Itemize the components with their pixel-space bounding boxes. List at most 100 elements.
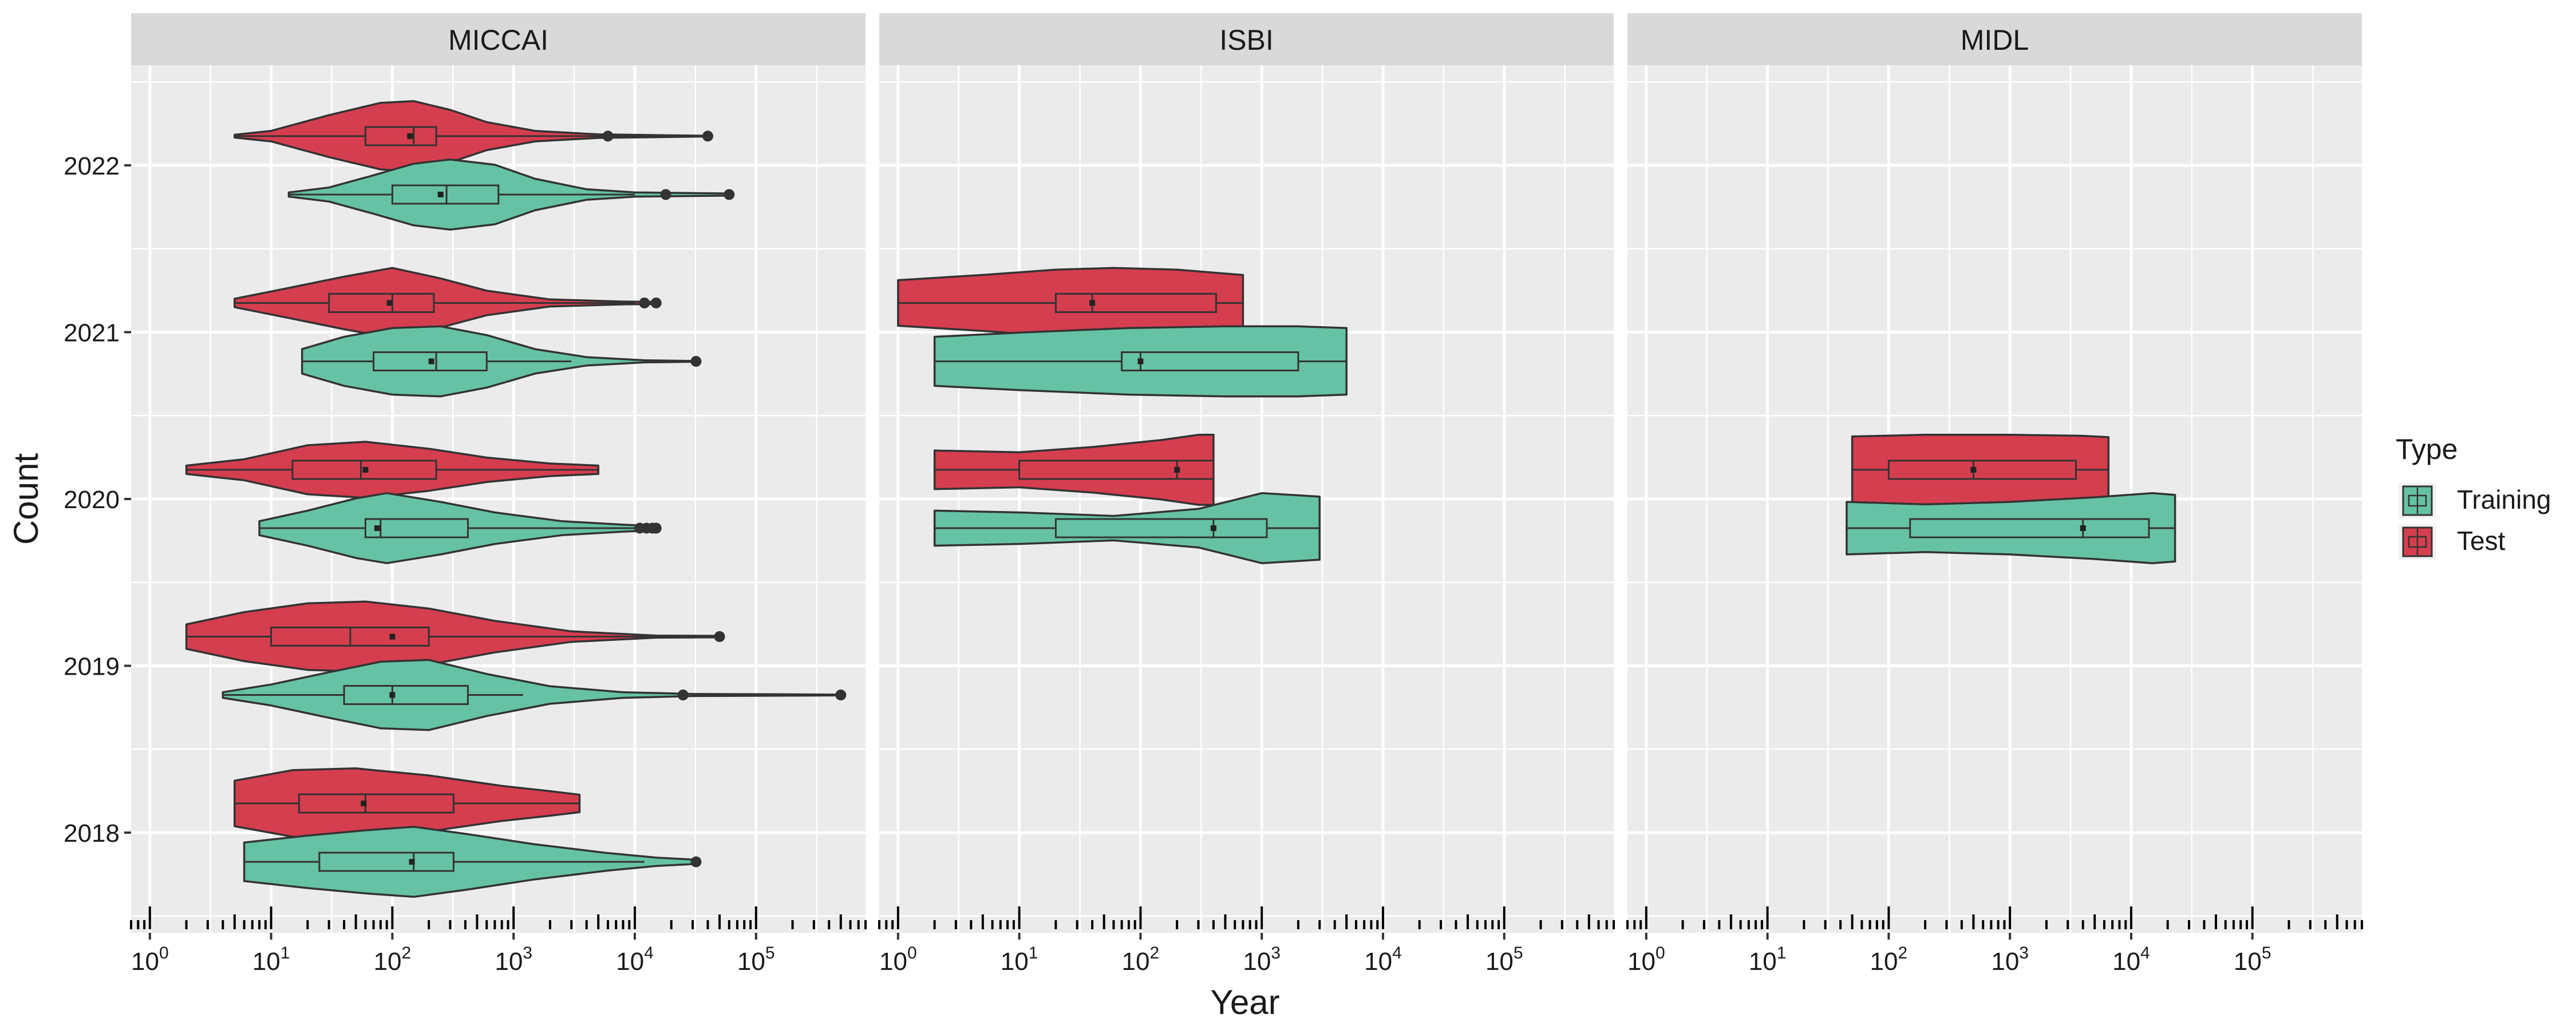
violins (185, 100, 847, 898)
violin-test-2020 (185, 441, 599, 499)
box (343, 685, 469, 706)
outlier-point (650, 297, 662, 308)
x-tick-label: 100 (879, 944, 917, 976)
legend-label: Test (2457, 526, 2506, 556)
mean-point (1089, 300, 1096, 306)
y-axis: 2018 2019 2020 2021 2022 (64, 152, 131, 847)
outlier-point (660, 189, 671, 200)
mean-point (1210, 525, 1216, 532)
x-tick-label: 103 (495, 944, 532, 976)
mean-point (409, 859, 415, 865)
legend-entry-test: Test (2399, 524, 2506, 560)
log-ticks (878, 906, 1615, 929)
y-axis-title: Count (7, 453, 45, 545)
x-tick-label: 104 (1364, 944, 1402, 976)
panel-isbi: ISBI 100 101 102 103 104 105 (878, 13, 1615, 976)
box (1018, 459, 1215, 480)
violin-training-2020 (933, 492, 1321, 564)
box (1887, 459, 2077, 480)
box (1121, 351, 1299, 371)
x-tick-label: 105 (2234, 944, 2271, 976)
violin-training-2021 (933, 325, 1348, 398)
x-tick-label: 102 (374, 944, 412, 976)
violin-training-2020 (258, 492, 662, 564)
mean-point (428, 358, 434, 365)
outlier-point (639, 297, 650, 308)
outlier-point (835, 690, 847, 701)
violin-test-2022 (234, 100, 713, 172)
violin-training-2020 (1846, 492, 2176, 564)
outlier-point (650, 522, 662, 534)
facet-strip (879, 13, 1614, 65)
outlier-point (677, 690, 689, 701)
violin-test-2018 (234, 767, 581, 840)
facet-strip (1627, 13, 2362, 65)
panel-miccai: MICCAI 100 101 102 103 104 105 (130, 13, 867, 976)
y-tick-label: 2019 (64, 653, 120, 681)
violins (897, 267, 1348, 564)
x-tick-label: 105 (737, 944, 775, 976)
x-tick-label: 102 (1122, 944, 1160, 976)
mean-point (1174, 466, 1180, 473)
legend-entry-training: Training (2399, 483, 2551, 518)
outlier-point (724, 189, 735, 200)
violin-test-2020 (933, 434, 1215, 506)
x-tick-label: 101 (1001, 944, 1038, 976)
log-ticks (130, 906, 867, 929)
facet-label: MICCAI (448, 24, 548, 56)
box (1909, 518, 2150, 538)
box (328, 292, 435, 313)
legend-label: Training (2457, 485, 2551, 514)
mean-point (1970, 466, 1977, 473)
x-tick-label: 101 (1749, 944, 1787, 976)
facet-panels: MICCAI 100 101 102 103 104 105 ISBI 100 101 102 103… (64, 13, 2363, 976)
outlier-point (702, 130, 713, 142)
outlier-point (690, 355, 702, 367)
mean-point (437, 191, 444, 197)
violin-test-2021 (234, 267, 662, 339)
box (298, 793, 455, 814)
panel-midl: MIDL 100 101 102 103 104 105 (1626, 13, 2363, 976)
outlier-point (602, 130, 614, 142)
y-tick-label: 2020 (64, 486, 120, 514)
x-tick-label: 100 (131, 944, 169, 976)
outlier-point (690, 856, 702, 867)
x-tick-label: 103 (1991, 944, 2029, 976)
log-ticks (1626, 906, 2363, 929)
outlier-point (714, 631, 725, 643)
mean-point (2080, 525, 2086, 532)
box (1054, 292, 1217, 313)
x-tick-label: 104 (2112, 944, 2150, 976)
legend: Type Training Test (2396, 433, 2551, 560)
x-tick-label: 105 (1485, 944, 1523, 976)
x-tick-label: 102 (1870, 944, 1908, 976)
box (318, 851, 455, 872)
mean-point (361, 801, 367, 807)
violin-test-2019 (185, 600, 725, 673)
violin-training-2022 (287, 158, 735, 231)
violin-training-2018 (243, 826, 702, 898)
mean-point (389, 692, 396, 698)
legend-title: Type (2396, 433, 2458, 465)
violin-test-2020 (1851, 434, 2110, 506)
x-tick-label: 103 (1243, 944, 1281, 976)
mean-point (362, 466, 369, 473)
y-tick-label: 2022 (64, 152, 120, 180)
x-axis-title: Year (1210, 983, 1279, 1021)
gridlines (879, 65, 1614, 933)
violins (1846, 434, 2176, 564)
mean-point (386, 300, 393, 306)
y-tick-label: 2018 (64, 819, 120, 847)
box (1054, 518, 1268, 538)
box (364, 518, 469, 538)
legend-entries: Training Test (2399, 483, 2551, 560)
box (364, 126, 437, 146)
violin-training-2019 (222, 659, 847, 731)
violin-training-2021 (301, 325, 702, 398)
mean-point (374, 525, 380, 532)
box (391, 184, 500, 205)
facet-label: ISBI (1219, 24, 1273, 56)
x-tick-label: 101 (252, 944, 290, 976)
mean-point (1137, 358, 1144, 365)
